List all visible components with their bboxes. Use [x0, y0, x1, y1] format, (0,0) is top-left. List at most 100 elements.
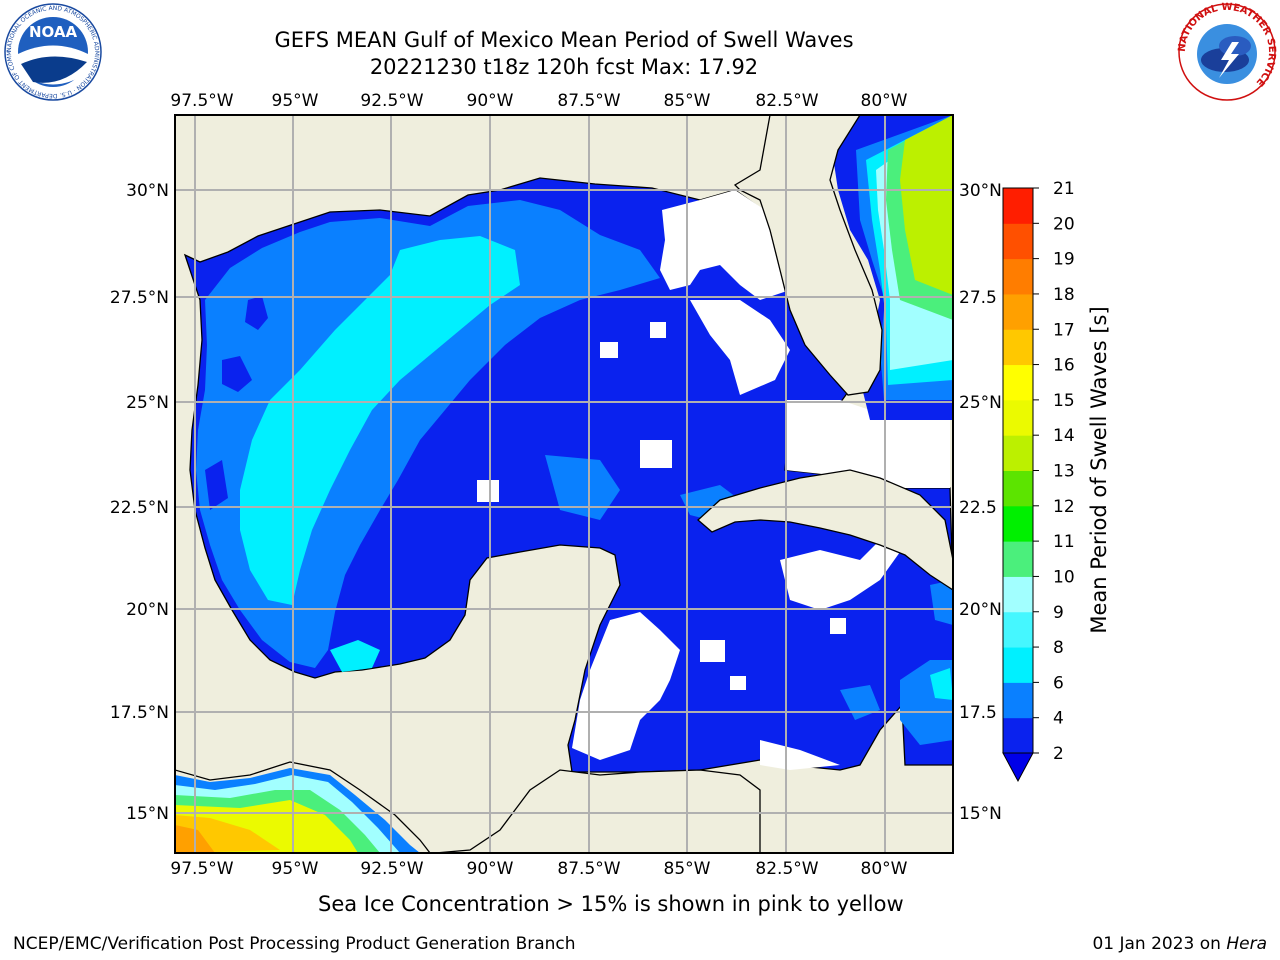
colorbar-tick-label: 20 — [1053, 214, 1075, 234]
latitude-labels-right: 30°N 27.5 25°N 22.5 20°N 17.5 15°N — [959, 181, 1002, 824]
colorbar-tick-label: 18 — [1053, 285, 1075, 305]
latitude-tick-label: 27.5 — [959, 288, 997, 308]
no-data-region — [700, 640, 725, 662]
latitude-tick-label: 22.5 — [959, 498, 997, 518]
no-data-region — [780, 540, 900, 610]
no-data-region — [830, 618, 846, 634]
colorbar: 2 4 6 8 9 10 11 12 13 14 15 16 17 18 19 20 21 — [1002, 179, 1075, 783]
latitude-tick-label: 25°N — [126, 393, 169, 413]
longitude-tick-label: 97.5°W — [170, 859, 233, 879]
gulf-water-light-south — [330, 640, 380, 672]
cuba-land — [697, 469, 953, 591]
longitude-tick-label: 90°W — [467, 91, 514, 111]
gulf-water-mid-patch — [545, 455, 620, 520]
longitude-tick-label: 95°W — [272, 859, 319, 879]
colorbar-tick-label: 21 — [1053, 179, 1075, 199]
gulf-water-patch — [245, 296, 268, 330]
colorbar-segment — [1003, 505, 1033, 542]
colorbar-tick-label: 6 — [1053, 673, 1064, 693]
latitude-tick-label: 20°N — [959, 600, 1002, 620]
longitude-tick-label: 95°W — [272, 91, 319, 111]
colorbar-segment — [1003, 470, 1033, 507]
no-data-region — [600, 342, 618, 358]
no-data-region — [640, 440, 672, 468]
colorbar-tick-label: 9 — [1053, 603, 1064, 623]
latitude-tick-label: 27.5°N — [110, 288, 169, 308]
colorbar-segment — [1003, 364, 1033, 401]
longitude-tick-label: 92.5°W — [360, 859, 423, 879]
longitude-gridlines — [194, 115, 886, 853]
longitude-labels-bottom: 97.5°W 95°W 92.5°W 90°W 87.5°W 85°W 82.5°W 80°W — [170, 859, 907, 879]
colorbar-tick-label: 15 — [1053, 391, 1075, 411]
no-data-region — [477, 480, 499, 502]
longitude-tick-label: 92.5°W — [360, 91, 423, 111]
longitude-tick-label: 85°W — [664, 859, 711, 879]
no-data-region — [650, 322, 666, 338]
no-data-region — [785, 400, 950, 488]
latitude-tick-label: 15°N — [959, 804, 1002, 824]
no-data-region — [660, 190, 790, 300]
gulf-water-patch — [222, 356, 252, 392]
latitude-gridlines — [175, 189, 953, 814]
longitude-labels-top: 97.5°W 95°W 92.5°W 90°W 87.5°W 85°W 82.5°W 80°W — [170, 91, 907, 111]
colorbar-segment — [1003, 258, 1033, 295]
noaa-logo-text: NOAA — [29, 23, 78, 41]
longitude-tick-label: 82.5°W — [755, 859, 818, 879]
producer-credit: NCEP/EMC/Verification Post Processing Pr… — [13, 934, 576, 954]
latitude-tick-label: 25°N — [959, 393, 1002, 413]
colorbar-tick-label: 10 — [1053, 567, 1075, 587]
gulf-water-mid — [196, 200, 660, 668]
atlantic-water-yellowgreen — [900, 115, 953, 295]
colorbar-segment — [1003, 576, 1033, 613]
colorbar-segment — [1003, 329, 1033, 366]
longitude-tick-label: 87.5°W — [557, 859, 620, 879]
longitude-tick-label: 85°W — [664, 91, 711, 111]
colorbar-label: Mean Period of Swell Waves [s] — [1087, 306, 1111, 633]
latitude-labels-left: 30°N 27.5°N 25°N 22.5°N 20°N 17.5°N 15°N — [110, 181, 169, 824]
longitude-tick-label: 90°W — [467, 859, 514, 879]
latitude-tick-label: 20°N — [126, 600, 169, 620]
longitude-tick-label: 87.5°W — [557, 91, 620, 111]
colorbar-segment — [1003, 293, 1033, 330]
latitude-tick-label: 30°N — [959, 181, 1002, 201]
colorbar-segment — [1003, 223, 1033, 260]
caribbean-water-mid — [930, 580, 953, 625]
no-data-region — [572, 612, 680, 760]
latitude-tick-label: 30°N — [126, 181, 169, 201]
colorbar-segment — [1003, 541, 1033, 577]
colorbar-tick-label: 17 — [1053, 320, 1075, 340]
colorbar-tick-label: 14 — [1053, 426, 1075, 446]
gulf-water-mid-patch — [680, 485, 740, 520]
map-frame — [174, 114, 954, 854]
generation-date: 01 Jan 2023 on Hera — [1092, 933, 1267, 955]
central-america-land — [434, 769, 761, 853]
sea-ice-note: Sea Ice Concentration > 15% is shown in … — [318, 892, 904, 916]
colorbar-segment — [1003, 611, 1033, 648]
longitude-tick-label: 82.5°W — [755, 91, 818, 111]
colorbar-tick-label: 12 — [1053, 497, 1075, 517]
gulf-water-light — [240, 236, 520, 605]
colorbar-tick-label: 16 — [1053, 356, 1075, 376]
colorbar-segment — [1003, 188, 1033, 224]
latitude-tick-label: 15°N — [126, 804, 169, 824]
chart-title: GEFS MEAN Gulf of Mexico Mean Period of … — [274, 28, 854, 52]
longitude-tick-label: 97.5°W — [170, 91, 233, 111]
latitude-tick-label: 17.5 — [959, 703, 997, 723]
colorbar-tick-label: 4 — [1053, 709, 1064, 729]
colorbar-tick-label: 13 — [1053, 462, 1075, 482]
caribbean-water-light — [930, 668, 953, 700]
colorbar-tick-label: 19 — [1053, 250, 1075, 270]
latitude-tick-label: 22.5°N — [110, 498, 169, 518]
colorbar-segment — [1003, 647, 1033, 683]
noaa-logo: NATIONAL OCEANIC AND ATMOSPHERIC ADMINIS… — [3, 2, 102, 101]
chart-subtitle: 20221230 t18z 120h fcst Max: 17.92 — [369, 55, 759, 79]
nws-logo: NATIONAL WEATHER SERVICE — [1177, 2, 1277, 101]
colorbar-extend-arrow — [1002, 752, 1034, 783]
gulf-water-patch — [205, 460, 228, 510]
colorbar-segment — [1003, 717, 1033, 754]
colorbar-segment — [1003, 435, 1033, 471]
no-data-region — [730, 676, 746, 690]
colorbar-tick-label: 11 — [1053, 532, 1075, 552]
colorbar-tick-label: 2 — [1053, 744, 1064, 764]
colorbar-tick-label: 8 — [1053, 638, 1064, 658]
